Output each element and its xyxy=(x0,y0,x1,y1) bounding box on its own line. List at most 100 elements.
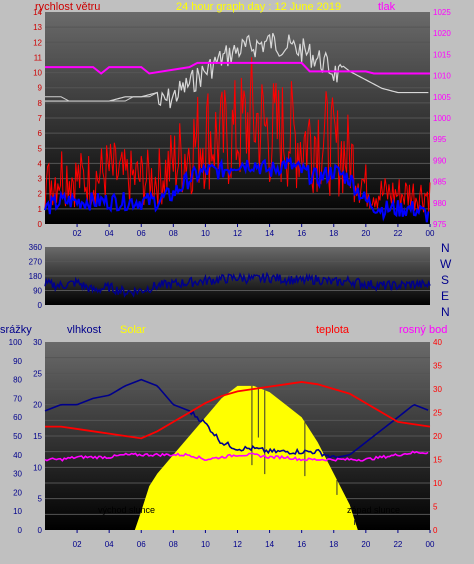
left-y-tick-label: 360 xyxy=(29,243,43,252)
right-y-tick-label: 1020 xyxy=(433,29,451,38)
compass-e: E xyxy=(441,289,449,303)
left-y-tick-label: 10 xyxy=(13,507,22,516)
x-tick-label: 22 xyxy=(393,229,402,238)
left-y-tick-label: 90 xyxy=(13,357,22,366)
left-y-tick-label: 4 xyxy=(38,159,43,168)
avg-wind-series-line xyxy=(44,156,430,223)
rain-label: srážky xyxy=(0,324,32,336)
chart-title: 24 hour graph day : 12 June 2019 xyxy=(176,1,341,13)
x-tick-label: 20 xyxy=(361,540,370,549)
x-tick-label: 22 xyxy=(393,540,402,549)
left-y-tick-label: 80 xyxy=(13,376,22,385)
compass-w: W xyxy=(440,257,452,271)
left-y-tick-label: 10 xyxy=(33,463,42,472)
temperature-series-line xyxy=(45,381,431,440)
right-y-tick-label: 1000 xyxy=(433,114,451,123)
left-y-tick-label: 6 xyxy=(38,129,43,138)
left-y-tick-label: 13 xyxy=(33,23,42,32)
x-tick-label: 20 xyxy=(361,229,370,238)
left-y-tick-label: 20 xyxy=(13,488,22,497)
x-tick-label: 06 xyxy=(137,229,146,238)
sunrise-annotation: východ slunce xyxy=(98,505,155,515)
humidity-label: vlhkost xyxy=(67,324,101,336)
sunset-annotation: západ slunce xyxy=(347,505,400,515)
x-tick-label: 02 xyxy=(73,540,82,549)
x-tick-label: 18 xyxy=(329,540,338,549)
x-tick-label: 04 xyxy=(105,540,114,549)
left-y-tick-label: 0 xyxy=(38,301,43,310)
left-y-tick-label: 5 xyxy=(38,495,43,504)
compass-n: N xyxy=(441,241,450,255)
right-y-tick-label: 975 xyxy=(433,220,447,229)
x-tick-label: 08 xyxy=(169,540,178,549)
left-y-tick-label: 0 xyxy=(38,526,43,535)
x-tick-label: 00 xyxy=(426,229,435,238)
left-y-tick-label: 0 xyxy=(18,526,23,535)
right-y-tick-label: 40 xyxy=(433,338,442,347)
x-tick-label: 16 xyxy=(297,540,306,549)
left-y-tick-label: 3 xyxy=(38,175,43,184)
x-tick-label: 16 xyxy=(297,229,306,238)
right-y-tick-label: 1010 xyxy=(433,72,451,81)
right-y-tick-label: 30 xyxy=(433,385,442,394)
x-tick-label: 08 xyxy=(169,229,178,238)
left-y-tick-label: 30 xyxy=(33,338,42,347)
x-tick-label: 18 xyxy=(329,229,338,238)
left-y-tick-label: 7 xyxy=(38,114,43,123)
left-y-tick-label: 8 xyxy=(38,99,43,108)
x-tick-label: 12 xyxy=(233,540,242,549)
left-y-tick-label: 40 xyxy=(13,451,22,460)
right-y-tick-label: 1025 xyxy=(433,8,451,17)
left-y-tick-label: 100 xyxy=(9,338,23,347)
right-y-tick-label: 1015 xyxy=(433,50,451,59)
left-y-tick-label: 1 xyxy=(38,205,43,214)
x-tick-label: 02 xyxy=(73,229,82,238)
right-y-tick-label: 35 xyxy=(433,362,442,371)
right-y-tick-label: 990 xyxy=(433,156,447,165)
compass-s: S xyxy=(441,273,449,287)
wind-series-line xyxy=(44,57,431,214)
left-y-tick-label: 14 xyxy=(33,8,42,17)
right-y-tick-label: 1005 xyxy=(433,93,451,102)
left-y-tick-label: 70 xyxy=(13,394,22,403)
left-y-tick-label: 15 xyxy=(33,432,42,441)
left-y-tick-label: 30 xyxy=(13,470,22,479)
x-tick-label: 12 xyxy=(233,229,242,238)
right-y-tick-label: 15 xyxy=(433,456,442,465)
x-tick-label: 10 xyxy=(201,540,210,549)
dewpoint-series-line xyxy=(44,450,429,462)
x-tick-label: 04 xyxy=(105,229,114,238)
left-y-tick-label: 9 xyxy=(38,84,43,93)
x-tick-label: 14 xyxy=(265,540,274,549)
right-y-tick-label: 5 xyxy=(433,503,438,512)
right-y-tick-label: 985 xyxy=(433,178,447,187)
right-y-tick-label: 25 xyxy=(433,409,442,418)
right-y-tick-label: 10 xyxy=(433,479,442,488)
pressure-series-line xyxy=(45,61,430,75)
left-y-tick-label: 10 xyxy=(33,69,42,78)
compass-n2: N xyxy=(441,305,450,319)
right-y-tick-label: 995 xyxy=(433,135,447,144)
left-y-tick-label: 50 xyxy=(13,432,22,441)
left-y-tick-label: 20 xyxy=(33,401,42,410)
x-tick-label: 06 xyxy=(137,540,146,549)
left-y-tick-label: 90 xyxy=(33,287,42,296)
pressure-trace-line xyxy=(45,92,158,102)
x-tick-label: 14 xyxy=(265,229,274,238)
left-y-tick-label: 60 xyxy=(13,413,22,422)
solar-area xyxy=(134,385,358,530)
x-tick-label: 00 xyxy=(426,540,435,549)
wind-direction-series-line xyxy=(44,271,431,298)
left-y-tick-label: 180 xyxy=(29,272,43,281)
dewpoint-label: rosný bod xyxy=(399,324,447,336)
wind-label: rychlost větru xyxy=(35,1,100,13)
right-y-tick-label: 20 xyxy=(433,432,442,441)
humidity-series-line xyxy=(44,378,429,460)
x-tick-label: 10 xyxy=(201,229,210,238)
left-y-tick-label: 11 xyxy=(34,53,43,62)
left-y-tick-label: 270 xyxy=(29,258,43,267)
left-y-tick-label: 5 xyxy=(38,144,43,153)
right-y-tick-label: 0 xyxy=(433,526,438,535)
